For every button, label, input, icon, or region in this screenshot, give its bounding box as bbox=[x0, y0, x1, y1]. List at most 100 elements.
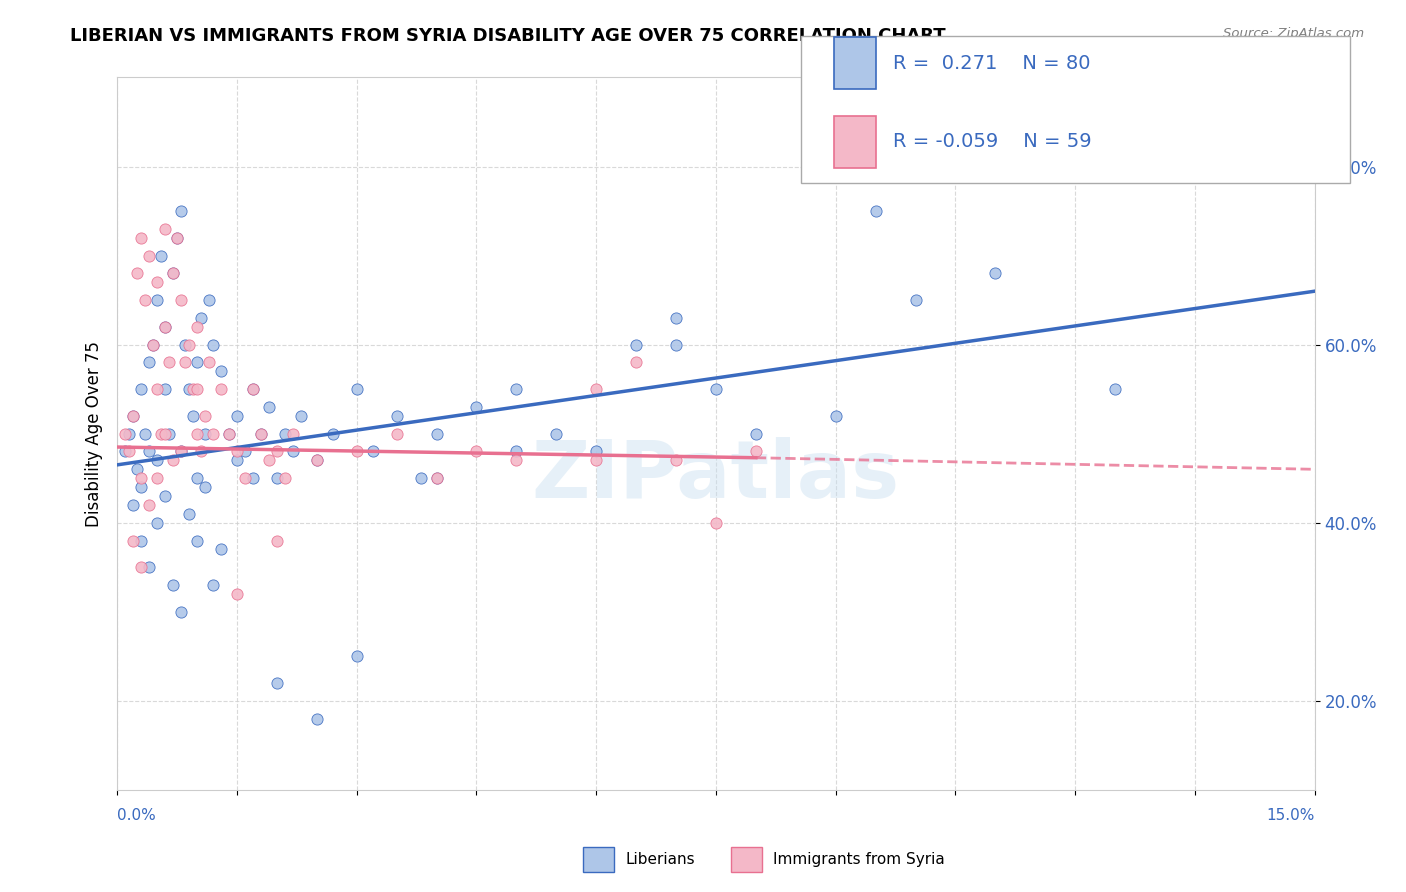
Point bbox=[153, 426, 176, 441]
Point bbox=[250, 426, 273, 441]
Point bbox=[546, 426, 568, 441]
Point bbox=[233, 444, 256, 458]
Point bbox=[162, 266, 184, 280]
Point bbox=[250, 426, 273, 441]
Point bbox=[209, 364, 232, 378]
Point bbox=[129, 480, 152, 494]
Point bbox=[274, 471, 297, 485]
Point bbox=[170, 444, 193, 458]
Point bbox=[266, 676, 288, 690]
Point bbox=[181, 382, 204, 396]
Point bbox=[665, 310, 688, 325]
Point bbox=[146, 382, 169, 396]
Point bbox=[465, 444, 488, 458]
Point bbox=[257, 400, 280, 414]
Point bbox=[186, 319, 208, 334]
Point bbox=[704, 382, 727, 396]
Point bbox=[118, 426, 141, 441]
Point bbox=[162, 453, 184, 467]
Point bbox=[129, 471, 152, 485]
Point bbox=[233, 471, 256, 485]
Point bbox=[226, 444, 249, 458]
Y-axis label: Disability Age Over 75: Disability Age Over 75 bbox=[86, 341, 103, 526]
Point bbox=[425, 426, 447, 441]
Point bbox=[505, 382, 527, 396]
Point bbox=[138, 498, 160, 512]
Point bbox=[118, 444, 141, 458]
Point bbox=[665, 453, 688, 467]
Point bbox=[209, 382, 232, 396]
Point bbox=[186, 426, 208, 441]
Point bbox=[146, 275, 169, 289]
Point bbox=[153, 319, 176, 334]
Point bbox=[505, 453, 527, 467]
Text: R = -0.059    N = 59: R = -0.059 N = 59 bbox=[893, 132, 1091, 152]
Point bbox=[281, 426, 304, 441]
Point bbox=[122, 409, 145, 423]
Point bbox=[585, 453, 607, 467]
Point bbox=[305, 453, 328, 467]
Point bbox=[745, 426, 768, 441]
Point bbox=[218, 426, 240, 441]
Point bbox=[242, 471, 264, 485]
Point bbox=[186, 382, 208, 396]
Point bbox=[150, 249, 173, 263]
Point bbox=[162, 266, 184, 280]
Point bbox=[201, 337, 224, 351]
Point bbox=[129, 382, 152, 396]
Point bbox=[122, 498, 145, 512]
Point bbox=[346, 382, 368, 396]
Point bbox=[166, 231, 188, 245]
Point bbox=[166, 231, 188, 245]
Point bbox=[170, 204, 193, 219]
Point bbox=[226, 409, 249, 423]
Point bbox=[218, 426, 240, 441]
Point bbox=[186, 355, 208, 369]
Point bbox=[114, 444, 136, 458]
Point bbox=[226, 587, 249, 601]
Text: R =  0.271    N = 80: R = 0.271 N = 80 bbox=[893, 54, 1090, 73]
Point bbox=[127, 462, 149, 476]
Point bbox=[361, 444, 384, 458]
Point bbox=[138, 249, 160, 263]
Point bbox=[242, 382, 264, 396]
Point bbox=[226, 453, 249, 467]
Point bbox=[142, 337, 165, 351]
Point bbox=[153, 319, 176, 334]
Point bbox=[465, 400, 488, 414]
Point bbox=[346, 444, 368, 458]
Point bbox=[142, 337, 165, 351]
Point bbox=[322, 426, 344, 441]
Point bbox=[585, 444, 607, 458]
Point bbox=[385, 409, 408, 423]
Point bbox=[624, 337, 647, 351]
Point bbox=[146, 293, 169, 307]
Point bbox=[242, 382, 264, 396]
Point bbox=[157, 426, 180, 441]
Point bbox=[170, 293, 193, 307]
Point bbox=[201, 578, 224, 592]
Point bbox=[665, 337, 688, 351]
Point bbox=[177, 337, 200, 351]
Point bbox=[745, 444, 768, 458]
Point bbox=[305, 712, 328, 726]
Text: ZIPatlas: ZIPatlas bbox=[531, 437, 900, 516]
Point bbox=[174, 337, 197, 351]
Point bbox=[170, 444, 193, 458]
Text: Source: ZipAtlas.com: Source: ZipAtlas.com bbox=[1223, 27, 1364, 40]
Text: 15.0%: 15.0% bbox=[1267, 808, 1315, 823]
Point bbox=[409, 471, 432, 485]
Point bbox=[114, 426, 136, 441]
Point bbox=[425, 471, 447, 485]
Point bbox=[157, 355, 180, 369]
Point bbox=[129, 560, 152, 574]
Point bbox=[290, 409, 312, 423]
Point bbox=[134, 426, 156, 441]
Point bbox=[162, 578, 184, 592]
Point bbox=[138, 444, 160, 458]
Point bbox=[194, 480, 217, 494]
Point bbox=[198, 293, 221, 307]
Point bbox=[177, 382, 200, 396]
Point bbox=[186, 533, 208, 548]
Point bbox=[134, 293, 156, 307]
